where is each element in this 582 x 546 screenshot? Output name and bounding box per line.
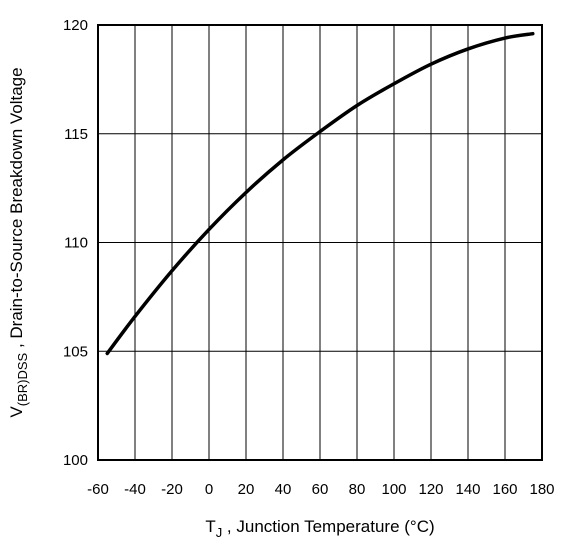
x-tick-label-2: -20 (161, 481, 183, 498)
y-tick-label-1: 105 (63, 343, 88, 360)
series-layer (105, 31, 535, 356)
x-tick-label-9: 120 (418, 481, 443, 498)
y-axis-title: V(BR)DSS , Drain-to-Source Breakdown Vol… (7, 67, 30, 417)
x-tick-label-3: 0 (205, 481, 213, 498)
x-tick-label-10: 140 (455, 481, 480, 498)
x-tick-label-1: -40 (124, 481, 146, 498)
plot-frame (97, 24, 543, 461)
y-axis-title-subscript: (BR)DSS (15, 352, 30, 406)
x-axis-title: TJ , Junction Temperature (°C) (205, 517, 434, 540)
x-axis-title-subscript: J (216, 525, 223, 540)
series-line-0 (105, 31, 535, 356)
x-axis-title-rest: , Junction Temperature (°C) (222, 517, 434, 536)
x-tick-label-6: 60 (312, 481, 329, 498)
y-tick-label-0: 100 (63, 452, 88, 469)
y-tick-label-4: 120 (63, 17, 88, 34)
x-tick-label-8: 100 (381, 481, 406, 498)
y-tick-label-2: 110 (64, 235, 88, 252)
y-tick-labels: 100 105 110 115 120 (63, 17, 88, 469)
x-tick-label-4: 20 (238, 481, 255, 498)
x-tick-label-5: 40 (275, 481, 292, 498)
x-tick-label-7: 80 (349, 481, 366, 498)
y-tick-label-3: 115 (64, 126, 88, 143)
x-tick-label-12: 180 (529, 481, 554, 498)
x-tick-label-11: 160 (492, 481, 517, 498)
y-axis-title-main: V (7, 406, 26, 418)
y-axis-title-rest: , Drain-to-Source Breakdown Voltage (7, 67, 26, 352)
x-axis-title-main: T (205, 517, 215, 536)
x-tick-label-0: -60 (87, 481, 109, 498)
grid (97, 24, 543, 461)
x-tick-labels: -60 -40 -20 0 20 40 60 80 100 120 140 160 180 (87, 481, 554, 498)
